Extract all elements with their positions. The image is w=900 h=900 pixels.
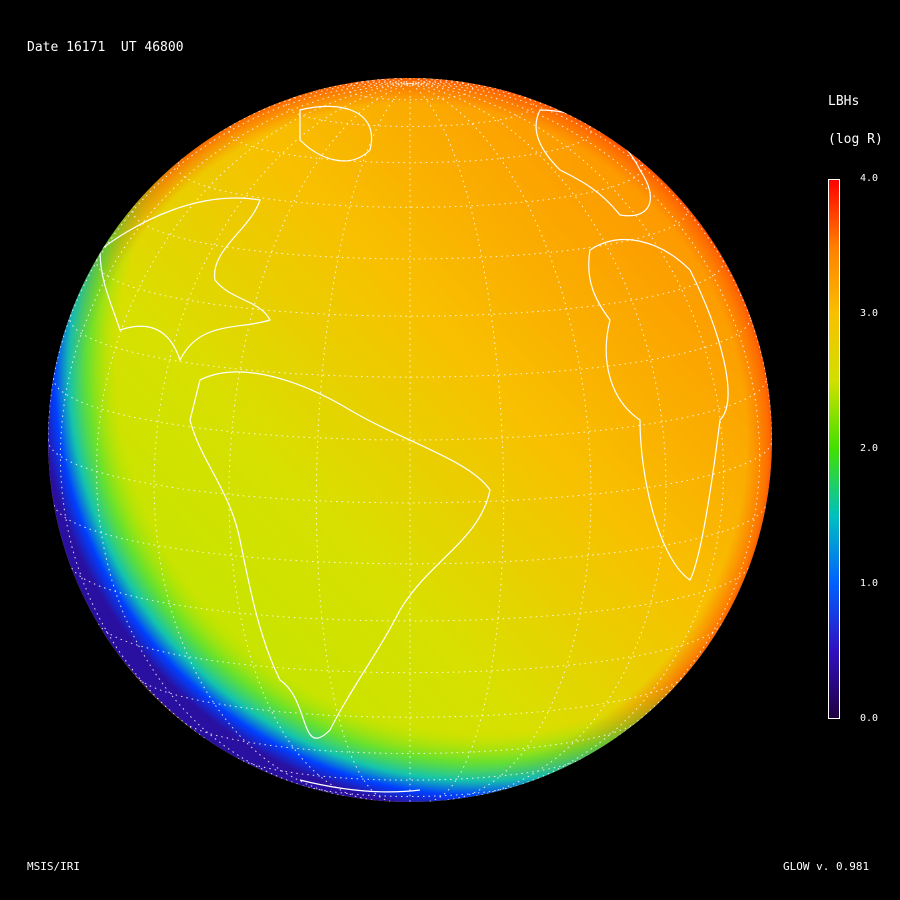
date-time-label: Date 16171 UT 46800: [27, 40, 184, 55]
grid-line: [219, 82, 411, 133]
coastlines: [99, 105, 729, 793]
grid-line: [409, 83, 667, 797]
grid-line: [95, 258, 725, 317]
grid-line: [95, 83, 411, 785]
coastline-south-america: [189, 371, 491, 739]
grid-line: [184, 723, 636, 755]
colorbar-units: (log R): [828, 132, 883, 147]
colorbar-tick: 3.0: [860, 308, 879, 319]
colorbar-tick: 0.0: [860, 713, 879, 724]
coastline-antarctica: [299, 779, 421, 793]
grid-line: [71, 567, 749, 622]
colorbar-title: LBHs: [828, 94, 860, 109]
colorbar-tick: 2.0: [860, 443, 879, 454]
colorbar-tick: 4.0: [860, 173, 879, 184]
model-label: MSIS/IRI: [27, 860, 80, 873]
grid-line: [302, 785, 518, 797]
coastline-greenland: [299, 105, 373, 162]
grid-line: [153, 83, 411, 797]
colorbar-tick: 1.0: [860, 578, 879, 589]
grid-line: [409, 83, 772, 441]
grid-line: [409, 83, 505, 802]
grid-line: [53, 504, 767, 565]
grid-line: [97, 623, 723, 674]
grid-line: [48, 83, 411, 441]
grid-line: [409, 80, 464, 84]
grid-line: [176, 158, 644, 208]
coastline-africa: [588, 239, 729, 581]
lat-lon-grid: [48, 78, 772, 802]
grid-line: [285, 94, 535, 127]
version-label: GLOW v. 0.981: [783, 860, 870, 873]
grid-line: [356, 80, 411, 84]
grid-line: [409, 82, 601, 133]
grid-line: [409, 83, 725, 785]
grid-line: [132, 205, 688, 260]
grid-line: [315, 83, 411, 802]
grid-line: [237, 758, 583, 781]
limb-darkening: [48, 78, 772, 802]
colorbar: [828, 179, 840, 719]
coastline-north-america: [99, 197, 271, 362]
